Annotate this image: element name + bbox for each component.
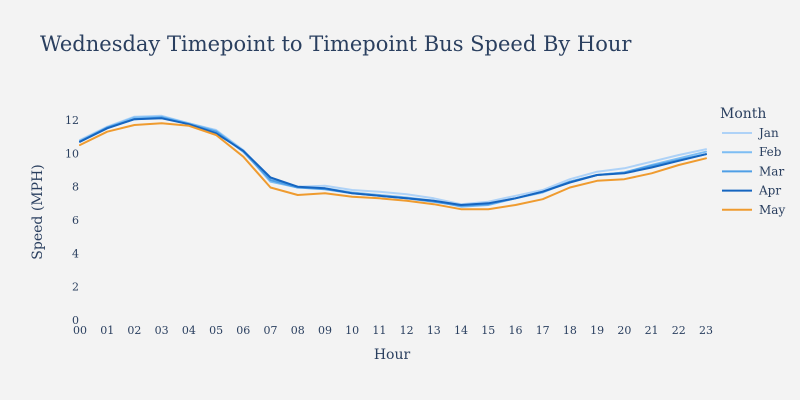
x-tick-label: 15 xyxy=(481,324,495,337)
x-axis-ticks: 00 01 02 03 04 05 06 07 08 09 10 11 12 13 14 15 16 17 18 19… xyxy=(73,324,713,337)
y-tick-label: 4 xyxy=(72,247,79,260)
y-tick-label: 6 xyxy=(72,214,79,227)
legend-label: Feb xyxy=(759,145,782,159)
y-tick-label: 0 xyxy=(72,314,79,327)
x-tick-label: 18 xyxy=(563,324,577,337)
y-tick-label: 10 xyxy=(65,147,79,160)
x-tick-label: 04 xyxy=(182,324,196,337)
series-line-apr[interactable] xyxy=(79,117,707,206)
y-tick-label: 2 xyxy=(72,281,79,294)
y-axis-title: Speed (MPH) xyxy=(30,164,46,259)
x-tick-label: 00 xyxy=(73,324,87,337)
chart-title: Wednesday Timepoint to Timepoint Bus Spe… xyxy=(40,32,632,56)
x-tick-label: 22 xyxy=(672,324,686,337)
x-tick-label: 16 xyxy=(508,324,522,337)
legend-item-apr[interactable]: Apr xyxy=(722,184,781,198)
x-tick-label: 12 xyxy=(400,324,414,337)
series-line-may[interactable] xyxy=(79,122,707,211)
x-tick-label: 03 xyxy=(155,324,169,337)
series-line-jan[interactable] xyxy=(79,114,707,206)
x-tick-label: 01 xyxy=(100,324,114,337)
x-tick-label: 21 xyxy=(645,324,659,337)
x-tick-label: 19 xyxy=(590,324,604,337)
x-tick-label: 02 xyxy=(127,324,141,337)
x-tick-label: 07 xyxy=(264,324,278,337)
y-tick-label: 12 xyxy=(65,114,79,127)
x-tick-label: 20 xyxy=(617,324,631,337)
x-axis-title: Hour xyxy=(374,347,411,363)
legend-items[interactable]: Jan Feb Mar Apr May xyxy=(722,126,785,217)
x-tick-label: 11 xyxy=(372,324,386,337)
legend-label: Apr xyxy=(758,184,781,198)
x-tick-label: 13 xyxy=(427,324,441,337)
x-tick-label: 08 xyxy=(291,324,305,337)
legend-label: Mar xyxy=(759,164,784,178)
legend-item-mar[interactable]: Mar xyxy=(722,164,784,178)
y-tick-label: 8 xyxy=(72,181,79,194)
y-axis-ticks: 0 2 4 6 8 10 12 xyxy=(65,114,79,327)
x-tick-label: 23 xyxy=(699,324,713,337)
x-tick-label: 06 xyxy=(236,324,250,337)
legend-title: Month xyxy=(720,106,766,122)
legend-label: Jan xyxy=(757,126,779,140)
series-layer xyxy=(79,114,707,211)
x-tick-label: 10 xyxy=(345,324,359,337)
legend-label: May xyxy=(759,203,785,217)
legend-item-jan[interactable]: Jan xyxy=(722,126,779,140)
x-tick-label: 09 xyxy=(318,324,332,337)
legend-item-feb[interactable]: Feb xyxy=(722,145,782,159)
x-tick-label: 05 xyxy=(209,324,223,337)
legend[interactable]: Month Jan Feb Mar Apr May xyxy=(720,106,785,217)
x-tick-label: 14 xyxy=(454,324,468,337)
x-tick-label: 17 xyxy=(536,324,550,337)
legend-item-may[interactable]: May xyxy=(722,203,785,217)
